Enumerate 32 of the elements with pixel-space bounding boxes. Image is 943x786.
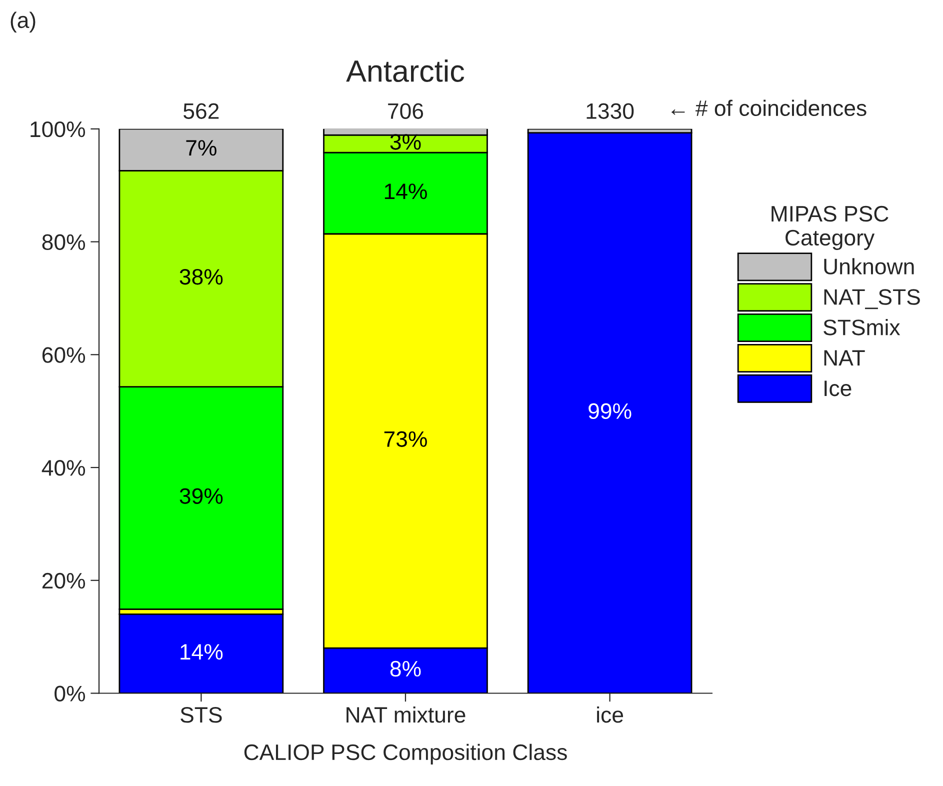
annotation: 706 (388, 103, 424, 119)
legend-title: MIPAS PSC Category (772, 206, 888, 250)
legend-label: Unknown (824, 258, 914, 274)
legend-label: STSmix (824, 318, 900, 336)
bar (118, 614, 284, 694)
x-tick-label: STS (180, 707, 222, 723)
data-label: 14% (384, 184, 427, 200)
x-tick-label: ice (597, 706, 624, 723)
annotation: 562 (184, 103, 219, 119)
data-label: 7% (186, 140, 216, 156)
data-label: 38% (180, 268, 223, 285)
y-tick-label: 20% (42, 572, 86, 589)
legend-label: NAT (824, 350, 865, 366)
chart-title: Antarctic (346, 60, 464, 82)
y-tick-label: 0% (54, 686, 86, 702)
data-label: 39% (180, 488, 223, 504)
x-axis-title: CALIOP PSC Composition Class (244, 744, 567, 765)
y-tick-label: 100% (30, 121, 86, 138)
annotation: 1330 (586, 103, 634, 119)
y-tick-label: 80% (42, 234, 86, 250)
y-tick-label: 40% (42, 460, 86, 476)
legend-label: NAT_STS (824, 289, 920, 310)
bar (527, 132, 692, 694)
x-tick-label: NAT mixture (346, 706, 466, 723)
text: (a) (10, 12, 36, 32)
data-label: 14% (180, 644, 223, 660)
y-tick-label: 60% (42, 347, 86, 363)
legend-label: Ice (824, 380, 852, 396)
data-label: 8% (390, 660, 421, 677)
data-label: 99% (588, 403, 632, 420)
data-label: 73% (384, 431, 427, 447)
text: ← # of coincidences (672, 100, 866, 116)
